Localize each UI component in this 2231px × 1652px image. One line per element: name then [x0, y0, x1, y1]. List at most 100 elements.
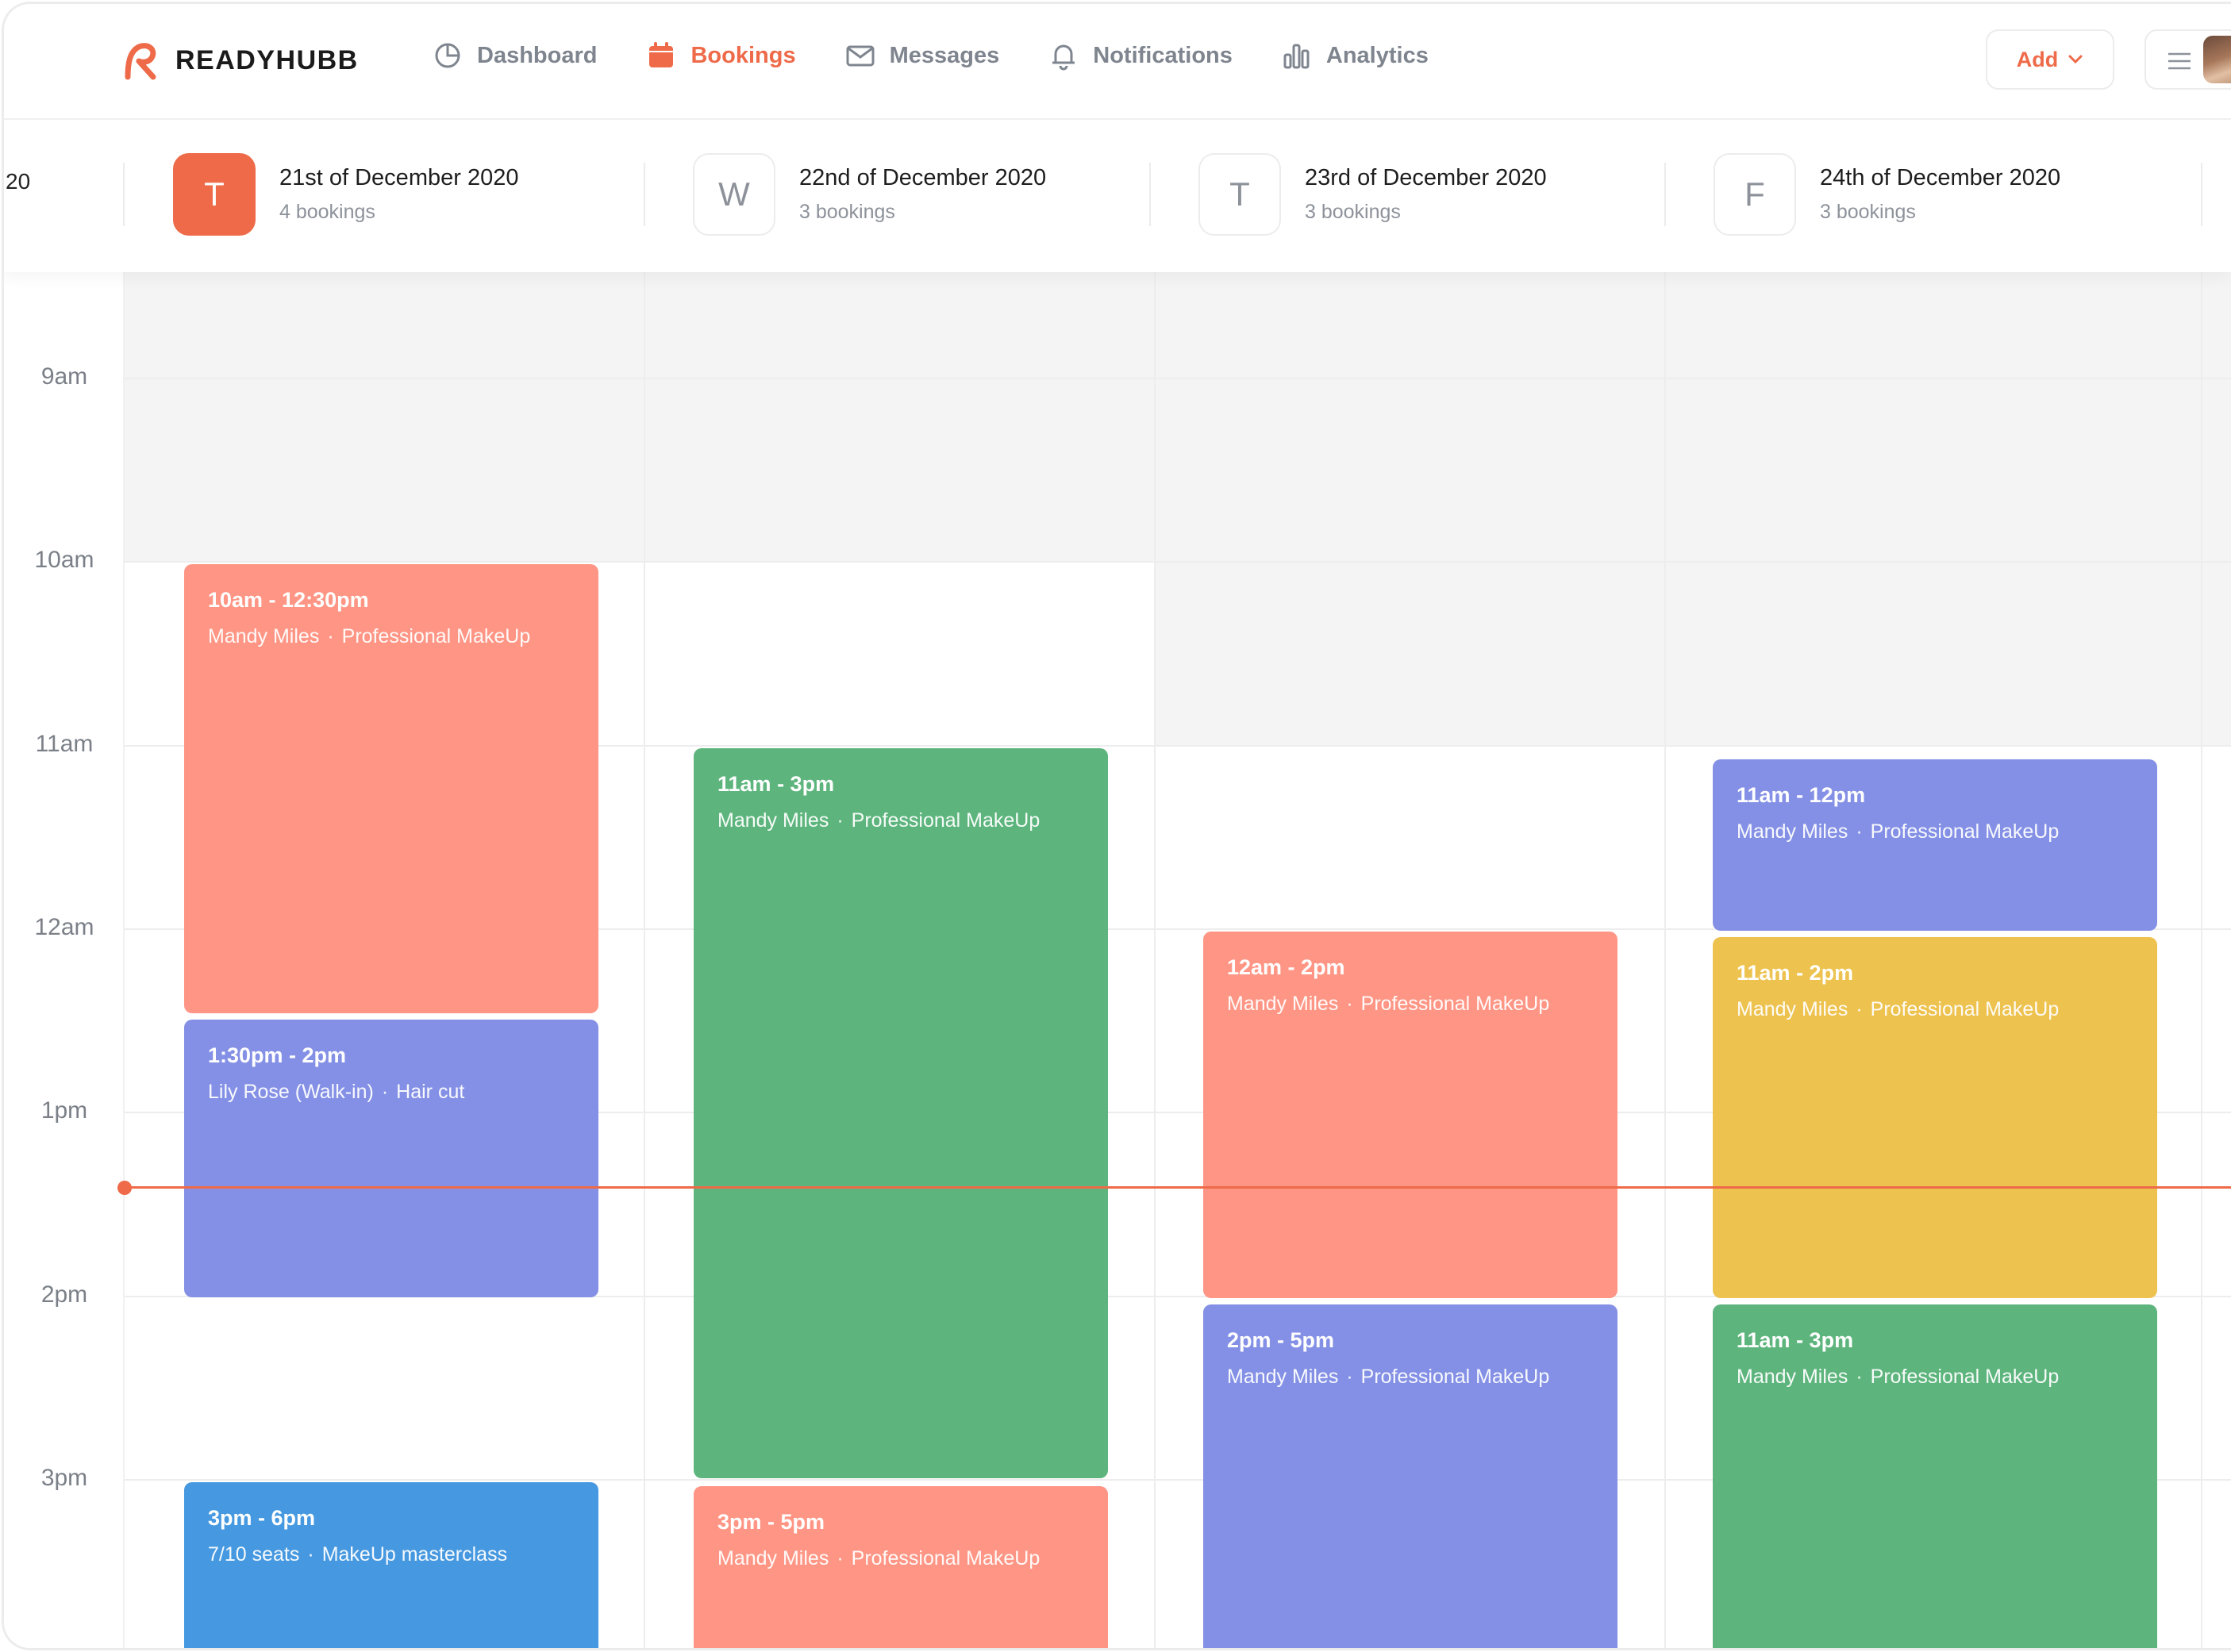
hour-line	[125, 1112, 2231, 1113]
booking-card[interactable]: 12am - 2pm Mandy Miles · Professional Make…	[1203, 932, 1617, 1298]
booking-time: 1:30pm - 2pm	[208, 1043, 347, 1067]
day-title: 23rd of December 2020	[1305, 165, 1547, 190]
booking-details: Mandy Miles · Professional MakeUp	[717, 809, 1084, 832]
booking-client: Mandy Miles	[717, 809, 829, 832]
day-tab-22[interactable]: W 22nd of December 2020 3 bookings	[693, 153, 1046, 236]
nav-dashboard[interactable]: Dashboard	[433, 40, 597, 71]
booking-client: Mandy Miles	[717, 1547, 829, 1569]
booking-service: Professional MakeUp	[1870, 1366, 2060, 1388]
readyhubb-logo-icon	[125, 43, 156, 80]
booking-details: Lily Rose (Walk-in) · Hair cut	[208, 1081, 575, 1104]
booking-card[interactable]: 3pm - 5pm Mandy Miles · Professional MakeU…	[694, 1486, 1108, 1648]
add-button-label: Add	[2016, 47, 2059, 71]
nav-analytics-label: Analytics	[1325, 42, 1429, 68]
hour-line	[125, 561, 2231, 563]
booking-details: Mandy Miles · Professional MakeUp	[1227, 993, 1594, 1016]
booking-card[interactable]: 1:30pm - 2pm Lily Rose (Walk-in) · Hair cu…	[184, 1020, 598, 1297]
day-letter-badge: T	[1198, 153, 1281, 236]
booking-time: 3pm - 5pm	[717, 1510, 825, 1534]
nav-messages[interactable]: Messages	[845, 40, 1000, 71]
booking-card[interactable]: 11am - 12pm Mandy Miles · Professional Mak…	[1713, 759, 2157, 931]
hour-line	[125, 378, 2231, 379]
nav-notifications[interactable]: Notifications	[1048, 40, 1233, 71]
time-label: 3pm	[40, 1465, 88, 1491]
unavailable-slot	[1154, 561, 2231, 745]
booking-time: 12am - 2pm	[1227, 955, 1345, 979]
booking-details: Mandy Miles · Professional MakeUp	[717, 1547, 1084, 1570]
nav-bookings-label: Bookings	[690, 42, 796, 68]
booking-client: Mandy Miles	[1227, 993, 1339, 1015]
booking-details: Mandy Miles · Professional MakeUp	[208, 625, 575, 648]
day-bookings-count: 3 bookings	[1820, 201, 1916, 223]
previous-day-fragment[interactable]: 20	[6, 169, 31, 194]
time-label: 9am	[40, 363, 88, 390]
day-tab-21[interactable]: T 21st of December 2020 4 bookings	[173, 153, 518, 236]
hamburger-menu-icon	[2168, 52, 2191, 70]
booking-service: Hair cut	[396, 1081, 465, 1103]
booking-time: 3pm - 6pm	[208, 1506, 316, 1530]
booking-details: 7/10 seats · MakeUp masterclass	[208, 1543, 575, 1566]
top-navigation: READYHUBB Dashboard Bookings Messages No…	[4, 4, 2231, 120]
separator-dot: ·	[1346, 1366, 1353, 1388]
nav-messages-label: Messages	[889, 42, 1000, 68]
bell-icon	[1052, 44, 1075, 71]
column-divider	[644, 272, 645, 1648]
nav-analytics[interactable]: Analytics	[1282, 40, 1429, 71]
time-label: 2pm	[40, 1281, 88, 1308]
booking-card[interactable]: 11am - 2pm Mandy Miles · Professional Make…	[1713, 937, 2157, 1298]
booking-client: Mandy Miles	[1737, 1366, 1848, 1388]
separator-dot: ·	[1856, 820, 1863, 843]
booking-client: 7/10 seats	[208, 1543, 300, 1566]
hour-line	[125, 1479, 2231, 1481]
day-tab-23[interactable]: T 23rd of December 2020 3 bookings	[1198, 153, 1547, 236]
booking-service: MakeUp masterclass	[321, 1543, 508, 1566]
booking-time: 11am - 12pm	[1737, 783, 1866, 807]
day-bookings-count: 4 bookings	[279, 201, 375, 223]
booking-time: 2pm - 5pm	[1227, 1328, 1335, 1352]
mail-icon	[846, 45, 875, 67]
day-tab-24[interactable]: F 24th of December 2020 3 bookings	[1714, 153, 2060, 236]
chevron-down-icon	[2068, 55, 2083, 64]
booking-service: Professional MakeUp	[1360, 1366, 1550, 1388]
booking-card[interactable]: 3pm - 6pm 7/10 seats · MakeUp masterclass	[184, 1482, 598, 1648]
hour-line	[125, 745, 2231, 747]
separator-dot: ·	[327, 625, 334, 647]
day-divider	[1149, 163, 1151, 226]
column-divider	[1664, 272, 1666, 1648]
day-title: 22nd of December 2020	[799, 165, 1047, 190]
time-label: 10am	[34, 547, 94, 573]
booking-card[interactable]: 2pm - 5pm Mandy Miles · Professional MakeU…	[1203, 1304, 1617, 1648]
nav-bookings[interactable]: Bookings	[646, 40, 796, 71]
booking-client: Lily Rose (Walk-in)	[208, 1081, 374, 1103]
separator-dot: ·	[1346, 993, 1353, 1015]
day-selector: 20 T 21st of December 2020 4 bookings W …	[4, 121, 2231, 272]
booking-card[interactable]: 11am - 3pm Mandy Miles · Professional Make…	[1713, 1304, 2157, 1648]
booking-service: Professional MakeUp	[851, 809, 1040, 832]
day-divider	[123, 163, 125, 226]
user-menu-button[interactable]	[2144, 29, 2231, 90]
separator-dot: ·	[837, 809, 844, 832]
add-button[interactable]: Add	[1986, 29, 2114, 90]
column-divider	[2201, 272, 2202, 1648]
brand-name: READYHUBB	[175, 44, 359, 75]
current-time-line	[125, 1186, 2231, 1189]
column-divider	[1154, 272, 1156, 1648]
separator-dot: ·	[1856, 998, 1863, 1020]
nav-dashboard-label: Dashboard	[477, 42, 598, 68]
day-divider	[2201, 163, 2202, 226]
current-time-dot	[117, 1181, 132, 1195]
nav-notifications-label: Notifications	[1093, 42, 1233, 68]
brand-logo[interactable]: READYHUBB	[121, 40, 359, 80]
booking-card[interactable]: 11am - 3pm Mandy Miles · Professional Make…	[694, 748, 1108, 1478]
time-label: 11am	[35, 731, 94, 757]
booking-time: 10am - 12:30pm	[208, 588, 369, 612]
day-bookings-count: 3 bookings	[799, 201, 895, 223]
booking-service: Professional MakeUp	[341, 625, 531, 647]
day-title: 21st of December 2020	[279, 165, 519, 190]
unavailable-slot	[125, 272, 2231, 561]
bar-chart-icon	[1283, 44, 1310, 69]
time-label: 12am	[34, 914, 94, 940]
booking-card[interactable]: 10am - 12:30pm Mandy Miles · Professional …	[184, 564, 598, 1013]
pie-chart-icon	[435, 43, 460, 68]
